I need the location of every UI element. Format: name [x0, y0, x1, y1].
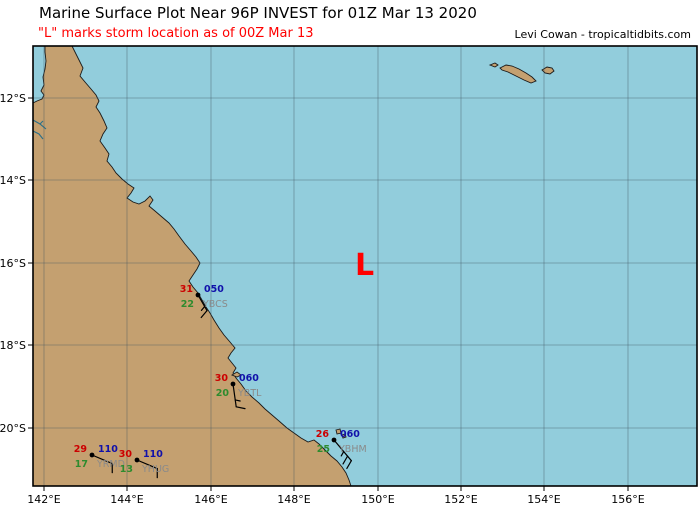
y-tick-label: 14°S — [0, 174, 26, 187]
wind-barb-shaft — [197, 294, 208, 312]
x-tick-label: 156°E — [611, 493, 644, 506]
island-small — [541, 66, 555, 75]
islet-whitsunday-1 — [335, 428, 342, 435]
x-tick-label: 152°E — [444, 493, 477, 506]
station-plot-yhug: 30 110 13 YHUG — [119, 449, 169, 479]
station-pressure: 110 — [143, 449, 163, 460]
station-dot — [89, 452, 95, 458]
station-pressure: 060 — [340, 429, 360, 440]
x-tick-label: 144°E — [110, 493, 143, 506]
island-long — [499, 64, 537, 84]
station-id: YBHM — [338, 444, 367, 455]
islet — [488, 62, 499, 68]
station-plot-ybcs: 31 050 22 YBCS — [180, 284, 228, 319]
wind-barb-tick — [346, 460, 352, 470]
station-id: YHUG — [141, 464, 169, 475]
wind-barb-shaft — [136, 459, 158, 470]
station-id: YBTL — [237, 388, 262, 399]
station-pressure: 060 — [239, 373, 259, 384]
plot-title: Marine Surface Plot Near 96P INVEST for … — [39, 4, 477, 22]
plot-border — [32, 45, 698, 487]
x-tick-label: 146°E — [194, 493, 227, 506]
x-tick-label: 148°E — [277, 493, 310, 506]
station-dewpoint: 17 — [75, 459, 88, 470]
storm-marker-layer: L — [355, 248, 374, 283]
wind-barb-tick — [340, 450, 345, 457]
wind-barb-tick — [235, 406, 246, 410]
grid-lines — [33, 46, 697, 486]
station-dewpoint: 13 — [120, 464, 133, 475]
station-dewpoint: 22 — [181, 299, 194, 310]
station-temperature: 30 — [119, 449, 133, 460]
x-tick-label: 150°E — [361, 493, 394, 506]
station-dot — [230, 381, 236, 387]
wind-barb-shaft — [91, 454, 113, 465]
station-dot — [331, 437, 337, 443]
credit-text: Levi Cowan - tropicaltidbits.com — [514, 28, 691, 41]
station-pressure: 110 — [98, 444, 118, 455]
wind-barb-shaft — [232, 383, 237, 408]
station-pressure: 050 — [204, 284, 224, 295]
station-dewpoint: 20 — [216, 388, 230, 399]
station-temperature: 31 — [180, 284, 193, 295]
wind-barb-tick — [200, 309, 208, 319]
station-dewpoint: 25 — [317, 444, 330, 455]
y-tick-label: 20°S — [0, 422, 26, 435]
islands — [230, 62, 555, 439]
station-temperature: 26 — [316, 429, 330, 440]
mainland-queensland — [32, 45, 352, 487]
station-dot — [134, 457, 140, 463]
station-dot — [195, 292, 201, 298]
islet-whitsunday-2 — [341, 433, 347, 439]
x-tick-label: 154°E — [527, 493, 560, 506]
station-id: YRMD — [96, 459, 125, 470]
station-plot-yrmd: 29 110 17 YRMD — [74, 444, 125, 474]
x-tick-label: 142°E — [27, 493, 60, 506]
station-temperature: 29 — [74, 444, 87, 455]
station-plot-ybhm: 26 060 25 YBHM — [316, 429, 367, 470]
island-magnetic — [230, 371, 242, 378]
station-plot-ybtl: 30 060 20 YBTL — [215, 373, 262, 410]
axis-tick-labels: 142°E 144°E 146°E 148°E 150°E 152°E 154°E 156°E… — [0, 92, 645, 506]
wind-barb-tick — [234, 399, 241, 402]
station-id: YBCS — [202, 299, 228, 310]
y-tick-label: 12°S — [0, 92, 26, 105]
wind-barb-tick — [342, 455, 349, 465]
station-plots: 31 050 22 YBCS 30 060 20 YBTL 26 060 25 YBHM 29 110 17… — [74, 284, 367, 479]
y-tick-label: 18°S — [0, 339, 26, 352]
storm-location-marker: L — [355, 248, 374, 283]
y-tick-label: 16°S — [0, 257, 26, 270]
wind-barb-shaft — [333, 439, 352, 462]
station-temperature: 30 — [215, 373, 229, 384]
axis-ticks — [28, 97, 629, 491]
wind-barb-tick — [200, 305, 206, 311]
plot-subtitle: "L" marks storm location as of 00Z Mar 1… — [38, 26, 314, 41]
